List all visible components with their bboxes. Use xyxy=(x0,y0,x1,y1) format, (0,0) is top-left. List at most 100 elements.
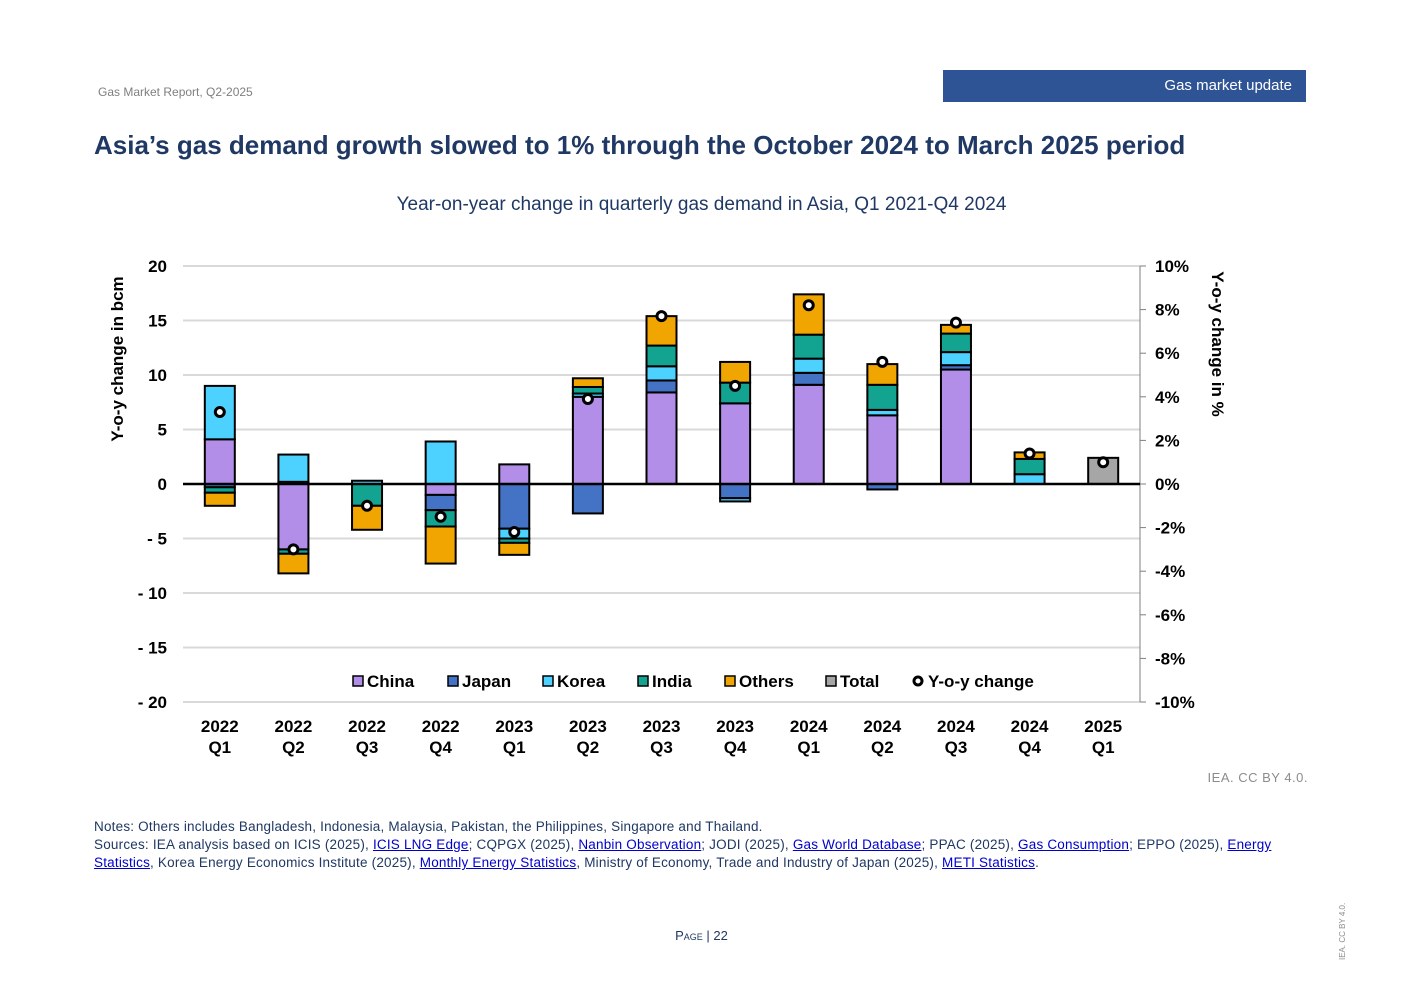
bar-korea xyxy=(939,351,972,367)
bar-others xyxy=(498,541,531,556)
x-tick-label-quarter: Q1 xyxy=(208,738,231,757)
bar-japan xyxy=(792,371,825,386)
page-number: Page | 22 xyxy=(0,928,1403,943)
y2-tick-label: 8% xyxy=(1155,301,1180,320)
bar-india xyxy=(645,344,678,368)
y2-tick-label: 6% xyxy=(1155,344,1180,363)
y-tick-label: 15 xyxy=(148,312,167,331)
bar-china xyxy=(792,383,825,485)
yoy-marker xyxy=(1023,447,1036,460)
page-label: Page xyxy=(675,928,703,943)
y-tick-label: 10 xyxy=(148,366,167,385)
x-tick-label-year: 2024 xyxy=(863,717,901,736)
legend-swatch-china xyxy=(352,675,364,687)
link-icis-lng-edge[interactable]: ICIS LNG Edge xyxy=(372,837,469,852)
yoy-marker xyxy=(655,310,668,323)
x-tick-label-quarter: Q4 xyxy=(1018,738,1041,757)
link-gas-world-database[interactable]: Gas World Database xyxy=(792,837,922,852)
y2-tick-label: 4% xyxy=(1155,388,1180,407)
y2-tick-label: 10% xyxy=(1155,257,1189,276)
yoy-marker xyxy=(434,510,447,523)
legend-label: China xyxy=(367,672,415,691)
bar-china xyxy=(571,395,604,485)
bar-japan xyxy=(424,493,457,512)
yoy-marker xyxy=(213,406,226,419)
bar-korea xyxy=(424,440,457,485)
bar-korea xyxy=(792,357,825,374)
x-tick-label-year: 2024 xyxy=(790,717,828,736)
bar-india xyxy=(866,383,899,411)
link-gas-consumption[interactable]: Gas Consumption xyxy=(1018,837,1130,852)
y2-tick-label: 2% xyxy=(1155,431,1180,450)
x-tick-label-quarter: Q1 xyxy=(503,738,526,757)
sources-part: . xyxy=(1035,855,1040,870)
y-tick-label: - 10 xyxy=(138,584,167,603)
x-tick-label-year: 2024 xyxy=(937,717,975,736)
sources-part: ; JODI (2025), xyxy=(701,837,793,852)
bar-korea xyxy=(645,365,678,382)
x-tick-label-quarter: Q1 xyxy=(797,738,820,757)
side-credit: IEA. CC BY 4.0. xyxy=(1338,902,1347,960)
x-tick-label-quarter: Q3 xyxy=(945,738,968,757)
y-axis-title: Y-o-y change in bcm xyxy=(108,276,127,441)
x-tick-label-quarter: Q2 xyxy=(282,738,305,757)
x-tick-label-year: 2022 xyxy=(201,717,239,736)
x-tick-label-quarter: Q3 xyxy=(356,738,379,757)
bar-japan xyxy=(571,483,604,515)
yoy-marker xyxy=(802,299,815,312)
bar-india xyxy=(1013,457,1046,476)
y-tick-label: 5 xyxy=(158,421,167,440)
x-tick-label-year: 2023 xyxy=(643,717,681,736)
bar-china xyxy=(719,402,752,485)
legend-swatch-total xyxy=(825,675,837,687)
link-nanbin-observation[interactable]: Nanbin Observation xyxy=(578,837,702,852)
x-tick-label-quarter: Q4 xyxy=(724,738,747,757)
link-energy-statistics[interactable]: Energy Statistics xyxy=(94,837,1272,870)
x-tick-label-year: 2023 xyxy=(569,717,607,736)
link-meti-statistics[interactable]: METI Statistics xyxy=(942,855,1036,870)
x-tick-label-year: 2022 xyxy=(275,717,313,736)
section-banner: Gas market update xyxy=(943,70,1306,102)
sources-part: , Korea Energy Economics Institute (2025… xyxy=(150,855,420,870)
x-tick-label-quarter: Q1 xyxy=(1092,738,1115,757)
x-tick-label-quarter: Q2 xyxy=(871,738,894,757)
legend-swatch-india xyxy=(637,675,649,687)
report-name: Gas Market Report, Q2-2025 xyxy=(98,85,253,99)
yoy-marker xyxy=(287,543,300,556)
bar-china xyxy=(498,463,531,486)
legend-swatch-korea xyxy=(542,675,554,687)
bar-korea xyxy=(203,384,236,441)
x-tick-label-year: 2023 xyxy=(495,717,533,736)
legend-label: Korea xyxy=(557,672,606,691)
legend-label: Others xyxy=(739,672,794,691)
bar-others xyxy=(277,552,310,575)
y2-tick-label: -6% xyxy=(1155,606,1185,625)
yoy-marker xyxy=(949,316,962,329)
y2-axis-title: Y-o-y change in % xyxy=(1208,271,1227,416)
y2-tick-label: -2% xyxy=(1155,519,1185,538)
link-monthly-energy-statistics[interactable]: Monthly Energy Statistics xyxy=(419,855,577,870)
x-tick-label-quarter: Q2 xyxy=(577,738,600,757)
legend-swatch-japan xyxy=(447,675,459,687)
notes-text: Notes: Others includes Bangladesh, Indon… xyxy=(94,819,763,834)
sources-part: ; CQPGX (2025), xyxy=(468,837,579,852)
y-tick-label: - 20 xyxy=(138,693,167,712)
bar-others xyxy=(571,377,604,388)
y-tick-label: - 15 xyxy=(138,639,167,658)
bar-others xyxy=(719,360,752,384)
yoy-marker xyxy=(361,499,374,512)
bar-others xyxy=(203,491,236,507)
legend-label: Y-o-y change xyxy=(928,672,1034,691)
yoy-marker xyxy=(1097,456,1110,469)
sources-part: ; PPAC (2025), xyxy=(921,837,1019,852)
chart-credit: IEA. CC BY 4.0. xyxy=(1207,770,1308,785)
bar-korea xyxy=(1013,473,1046,486)
yoy-marker xyxy=(508,525,521,538)
chart: 20 15 10 5 0 - 5 - 10 - 15 - 20 10% 8% 6% 4% 2% 0% -2% -… xyxy=(108,257,1227,757)
bar-china xyxy=(203,438,236,485)
bar-china xyxy=(424,483,457,496)
sources-part: ; EPPO (2025), xyxy=(1129,837,1228,852)
bar-japan xyxy=(645,379,678,394)
bar-korea xyxy=(719,497,752,503)
x-tick-label-year: 2022 xyxy=(348,717,386,736)
